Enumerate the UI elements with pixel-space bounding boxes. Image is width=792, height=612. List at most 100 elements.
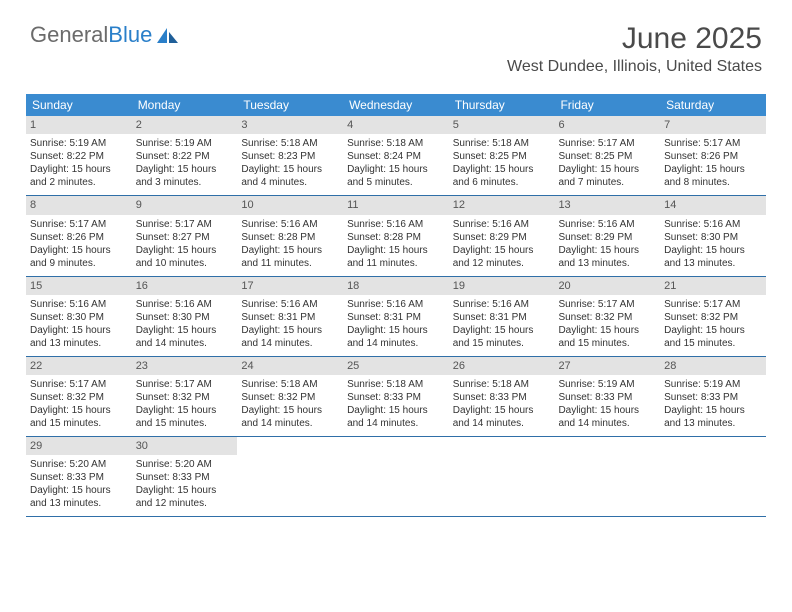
day-cell: 12Sunrise: 5:16 AMSunset: 8:29 PMDayligh…	[449, 196, 555, 275]
sunrise-line: Sunrise: 5:16 AM	[30, 298, 128, 311]
sunrise-line: Sunrise: 5:16 AM	[453, 218, 551, 231]
daylight-line: Daylight: 15 hours and 12 minutes.	[453, 244, 551, 270]
day-number: 20	[554, 277, 660, 295]
sunset-line: Sunset: 8:27 PM	[136, 231, 234, 244]
sunset-line: Sunset: 8:30 PM	[136, 311, 234, 324]
sunrise-line: Sunrise: 5:18 AM	[347, 378, 445, 391]
daylight-line: Daylight: 15 hours and 14 minutes.	[136, 324, 234, 350]
day-number: 16	[132, 277, 238, 295]
daylight-line: Daylight: 15 hours and 15 minutes.	[558, 324, 656, 350]
day-number: 17	[237, 277, 343, 295]
sunrise-line: Sunrise: 5:17 AM	[136, 218, 234, 231]
daylight-line: Daylight: 15 hours and 5 minutes.	[347, 163, 445, 189]
day-cell: 4Sunrise: 5:18 AMSunset: 8:24 PMDaylight…	[343, 116, 449, 195]
day-number: 4	[343, 116, 449, 134]
daylight-line: Daylight: 15 hours and 8 minutes.	[664, 163, 762, 189]
sunset-line: Sunset: 8:32 PM	[136, 391, 234, 404]
sunrise-line: Sunrise: 5:20 AM	[30, 458, 128, 471]
day-cell: 21Sunrise: 5:17 AMSunset: 8:32 PMDayligh…	[660, 277, 766, 356]
day-cell: 1Sunrise: 5:19 AMSunset: 8:22 PMDaylight…	[26, 116, 132, 195]
sunrise-line: Sunrise: 5:16 AM	[664, 218, 762, 231]
daylight-line: Daylight: 15 hours and 13 minutes.	[30, 324, 128, 350]
day-cell: 24Sunrise: 5:18 AMSunset: 8:32 PMDayligh…	[237, 357, 343, 436]
day-number: 9	[132, 196, 238, 214]
day-number: 7	[660, 116, 766, 134]
day-cell: 30Sunrise: 5:20 AMSunset: 8:33 PMDayligh…	[132, 437, 238, 516]
sunset-line: Sunset: 8:31 PM	[453, 311, 551, 324]
daylight-line: Daylight: 15 hours and 4 minutes.	[241, 163, 339, 189]
week-row: 1Sunrise: 5:19 AMSunset: 8:22 PMDaylight…	[26, 116, 766, 196]
sunset-line: Sunset: 8:30 PM	[30, 311, 128, 324]
sunrise-line: Sunrise: 5:18 AM	[241, 137, 339, 150]
sunset-line: Sunset: 8:33 PM	[558, 391, 656, 404]
daylight-line: Daylight: 15 hours and 10 minutes.	[136, 244, 234, 270]
logo-sail-icon	[156, 26, 180, 44]
day-cell: 5Sunrise: 5:18 AMSunset: 8:25 PMDaylight…	[449, 116, 555, 195]
daylight-line: Daylight: 15 hours and 13 minutes.	[664, 244, 762, 270]
day-cell: 23Sunrise: 5:17 AMSunset: 8:32 PMDayligh…	[132, 357, 238, 436]
sunrise-line: Sunrise: 5:17 AM	[664, 137, 762, 150]
sunrise-line: Sunrise: 5:16 AM	[558, 218, 656, 231]
day-number: 29	[26, 437, 132, 455]
sunset-line: Sunset: 8:28 PM	[347, 231, 445, 244]
sunrise-line: Sunrise: 5:16 AM	[453, 298, 551, 311]
sunrise-line: Sunrise: 5:18 AM	[347, 137, 445, 150]
day-number: 30	[132, 437, 238, 455]
sunset-line: Sunset: 8:23 PM	[241, 150, 339, 163]
day-cell: 25Sunrise: 5:18 AMSunset: 8:33 PMDayligh…	[343, 357, 449, 436]
daylight-line: Daylight: 15 hours and 14 minutes.	[241, 404, 339, 430]
day-number: 26	[449, 357, 555, 375]
sunset-line: Sunset: 8:28 PM	[241, 231, 339, 244]
sunrise-line: Sunrise: 5:18 AM	[453, 137, 551, 150]
day-number: 13	[554, 196, 660, 214]
day-cell: 6Sunrise: 5:17 AMSunset: 8:25 PMDaylight…	[554, 116, 660, 195]
daylight-line: Daylight: 15 hours and 15 minutes.	[30, 404, 128, 430]
sunset-line: Sunset: 8:25 PM	[558, 150, 656, 163]
day-number: 27	[554, 357, 660, 375]
sunrise-line: Sunrise: 5:17 AM	[558, 137, 656, 150]
week-row: 29 Sunrise: 5:20 AM Sunset: 8:33 PM Dayligh…	[26, 437, 766, 517]
day-number: 24	[237, 357, 343, 375]
day-number: 3	[237, 116, 343, 134]
sunset-line: Sunset: 8:26 PM	[30, 231, 128, 244]
logo-text-2: Blue	[108, 22, 152, 48]
day-number: 15	[26, 277, 132, 295]
day-number: 11	[343, 196, 449, 214]
day-number: 8	[26, 196, 132, 214]
day-cell: 19Sunrise: 5:16 AMSunset: 8:31 PMDayligh…	[449, 277, 555, 356]
sunrise-line: Sunrise: 5:19 AM	[664, 378, 762, 391]
day-cell: 16Sunrise: 5:16 AMSunset: 8:30 PMDayligh…	[132, 277, 238, 356]
daylight-line: Daylight: 15 hours and 9 minutes.	[30, 244, 128, 270]
sunset-line: Sunset: 8:33 PM	[136, 471, 234, 484]
daylight-line: Daylight: 15 hours and 13 minutes.	[30, 484, 128, 510]
sunrise-line: Sunrise: 5:17 AM	[558, 298, 656, 311]
sunrise-line: Sunrise: 5:16 AM	[347, 218, 445, 231]
day-number: 12	[449, 196, 555, 214]
day-cell: 8Sunrise: 5:17 AMSunset: 8:26 PMDaylight…	[26, 196, 132, 275]
day-number: 10	[237, 196, 343, 214]
sunset-line: Sunset: 8:33 PM	[453, 391, 551, 404]
weeks-container: 1Sunrise: 5:19 AMSunset: 8:22 PMDaylight…	[26, 116, 766, 517]
daylight-line: Daylight: 15 hours and 15 minutes.	[136, 404, 234, 430]
header: GeneralBlue June 2025 West Dundee, Illin…	[0, 0, 792, 84]
day-cell: 22Sunrise: 5:17 AMSunset: 8:32 PMDayligh…	[26, 357, 132, 436]
day-cell: 13Sunrise: 5:16 AMSunset: 8:29 PMDayligh…	[554, 196, 660, 275]
sunrise-line: Sunrise: 5:16 AM	[347, 298, 445, 311]
day-cell: 15 Sunrise: 5:16 AMSunset: 8:30 PMDayligh…	[26, 277, 132, 356]
day-number: 5	[449, 116, 555, 134]
daylight-line: Daylight: 15 hours and 14 minutes.	[347, 324, 445, 350]
day-cell: 7Sunrise: 5:17 AMSunset: 8:26 PMDaylight…	[660, 116, 766, 195]
sunset-line: Sunset: 8:31 PM	[241, 311, 339, 324]
daylight-line: Daylight: 15 hours and 14 minutes.	[241, 324, 339, 350]
day-cell: 28Sunrise: 5:19 AMSunset: 8:33 PMDayligh…	[660, 357, 766, 436]
day-cell: 11 Sunrise: 5:16 AMSunset: 8:28 PMDayligh…	[343, 196, 449, 275]
day-number: 14	[660, 196, 766, 214]
daylight-line: Daylight: 15 hours and 11 minutes.	[347, 244, 445, 270]
sunset-line: Sunset: 8:33 PM	[664, 391, 762, 404]
day-number: 21	[660, 277, 766, 295]
sunset-line: Sunset: 8:33 PM	[347, 391, 445, 404]
week-row: 15Sunrise: 5:16 AMSunset: 8:30 PMDayligh…	[26, 277, 766, 357]
week-row: 22Sunrise: 5:17 AMSunset: 8:32 PMDayligh…	[26, 357, 766, 437]
sunrise-line: Sunrise: 5:19 AM	[558, 378, 656, 391]
daylight-line: Daylight: 15 hours and 13 minutes.	[558, 244, 656, 270]
